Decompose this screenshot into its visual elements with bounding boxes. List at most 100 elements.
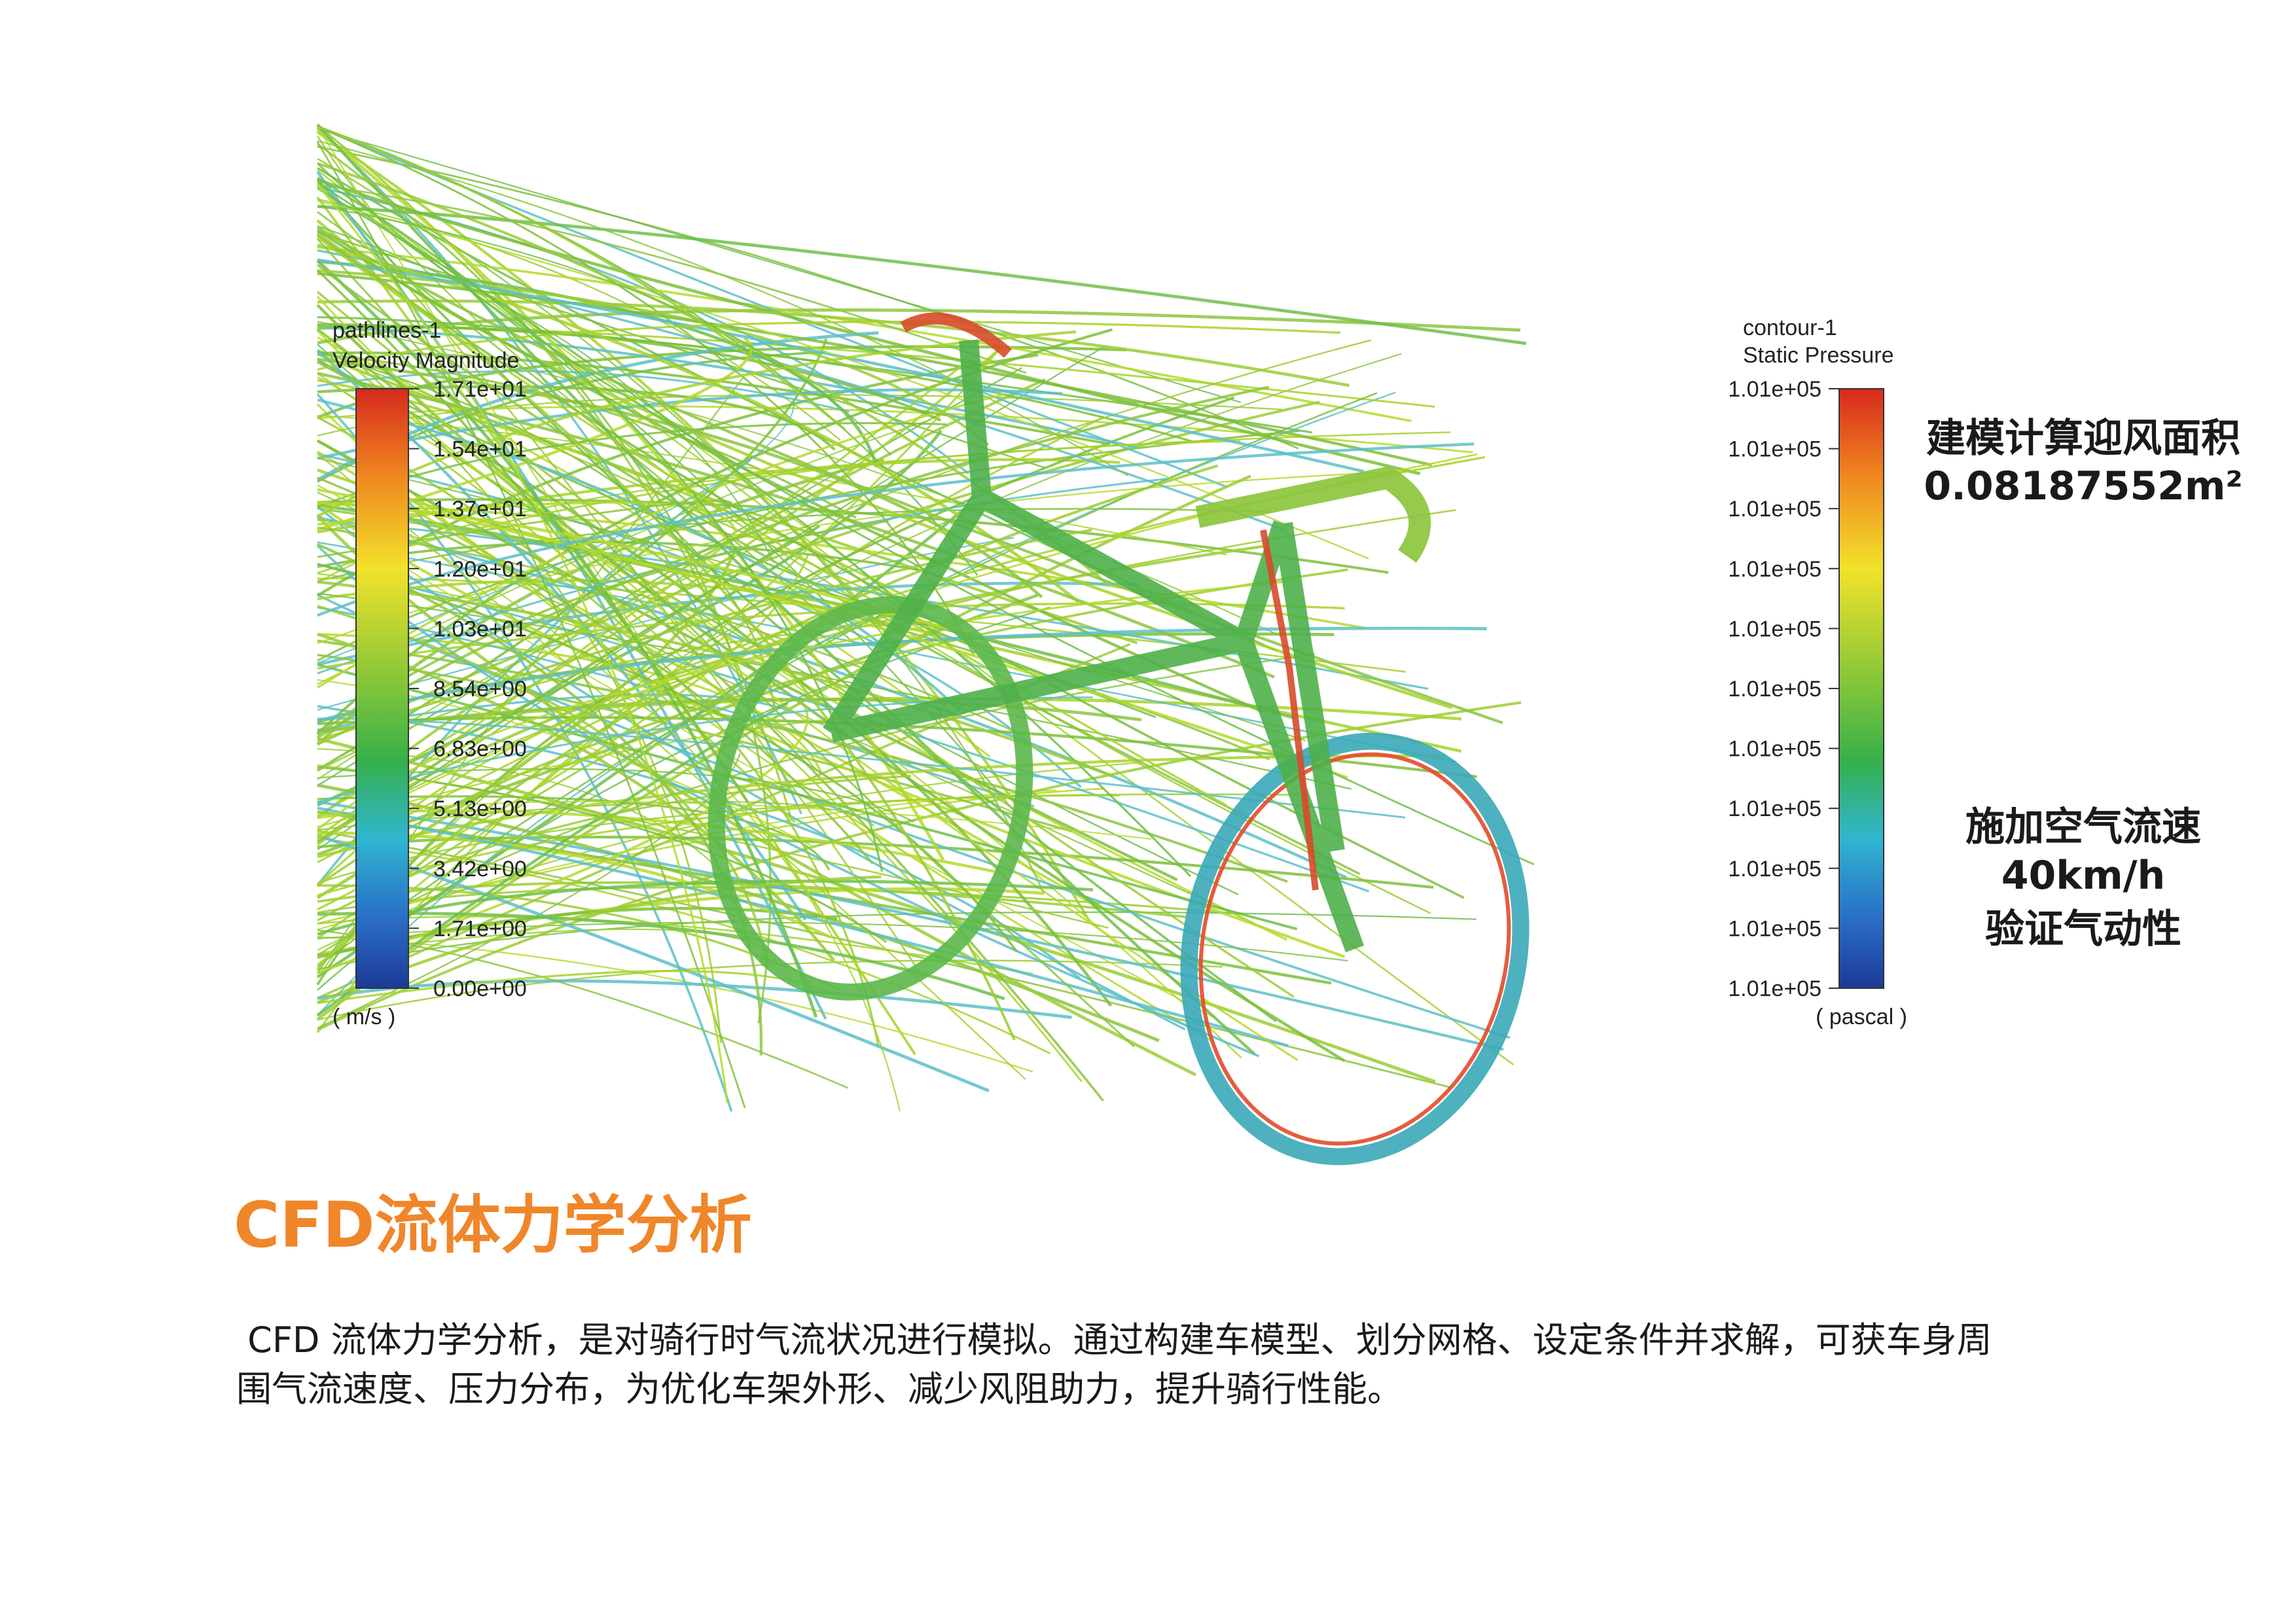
- annotation: 建模计算迎风面积: [1926, 416, 2240, 461]
- streamline: [317, 959, 1223, 1021]
- tick-label: 1.20e+01: [433, 557, 527, 582]
- legend-unit: ( pascal ): [1816, 1005, 1907, 1029]
- tick-label: 1.03e+01: [433, 616, 527, 641]
- streamline: [317, 484, 901, 1112]
- tick-label: 1.01e+05: [1728, 737, 1821, 762]
- streamline: [317, 806, 1289, 1048]
- streamline: [317, 339, 1372, 781]
- streamline: [317, 326, 1138, 449]
- tick-label: 6.83e+00: [433, 737, 527, 762]
- streamline: [317, 258, 1365, 473]
- streamline: [317, 887, 1045, 957]
- annotation: 验证气动性: [1985, 906, 2181, 952]
- streamline: [317, 393, 1004, 689]
- streamline: [317, 360, 969, 838]
- tick-label: 1.01e+05: [1728, 437, 1821, 462]
- streamline: [317, 145, 1299, 450]
- streamline: [316, 135, 1431, 914]
- paragraph-line: 围气流速度、压力分布，为优化车架外形、减少风阻助力，提升骑行性能。: [236, 1368, 1403, 1410]
- annotation: 0.08187552m²: [1924, 463, 2242, 509]
- legend-title: contour-1: [1743, 315, 1837, 340]
- bike-part: [1195, 465, 1431, 563]
- streamline: [317, 754, 1446, 859]
- tick-labels: 1.01e+05 1.01e+05 1.01e+05 1.01e+05 1.01e+05…: [1728, 377, 1839, 1001]
- streamline: [317, 236, 1227, 807]
- streamline: [317, 205, 891, 456]
- paragraph-line: CFD 流体力学分析，是对骑行时气流状况进行模拟。通过构建车模型、划分网格、设定…: [236, 1319, 1992, 1361]
- streamline: [317, 372, 1275, 679]
- streamline: [317, 488, 1348, 779]
- streamline: [317, 766, 888, 943]
- legend-title: pathlines-1: [332, 318, 441, 343]
- streamline: [317, 200, 1369, 560]
- streamline: [317, 320, 1341, 371]
- streamline: [317, 336, 991, 758]
- streamline: [317, 376, 1242, 1059]
- streamline: [317, 581, 1138, 666]
- streamline: [317, 324, 942, 422]
- tick-label: 1.01e+05: [1728, 796, 1821, 821]
- streamline: [317, 126, 869, 983]
- streamline: [316, 474, 1251, 1021]
- pressure-legend: contour-1 Static Pressure 1.01e+051.01e+…: [1728, 315, 1907, 1029]
- streamline: [317, 272, 1433, 467]
- streamline: [317, 663, 1298, 931]
- tick-label: 1.01e+05: [1728, 557, 1821, 582]
- streamline: [316, 234, 1465, 899]
- streamline: [316, 141, 746, 1109]
- velocity-legend: pathlines-1 Velocity Magnitude 1.71e+011…: [332, 318, 527, 1029]
- legend-subtitle: Static Pressure: [1743, 343, 1894, 368]
- streamline: [317, 442, 1475, 617]
- tick-label: 1.01e+05: [1728, 857, 1821, 882]
- streamline: [317, 125, 846, 431]
- streamline: [316, 183, 728, 1103]
- streamline: [317, 554, 810, 911]
- streamline: [317, 205, 1527, 346]
- legend-subtitle: Velocity Magnitude: [332, 348, 519, 373]
- streamline: [317, 592, 1352, 790]
- streamline: [316, 328, 1104, 1101]
- streamline: [317, 476, 874, 865]
- streamline: [317, 457, 1306, 741]
- bike-part: [1260, 529, 1319, 891]
- legend-unit: ( m/s ): [332, 1005, 395, 1029]
- streamline: [317, 184, 1027, 374]
- streamline: [317, 178, 1421, 476]
- tick-label: 1.01e+05: [1728, 616, 1821, 641]
- streamline: [317, 605, 768, 965]
- streamline: [316, 259, 818, 1018]
- streamline: [317, 352, 1138, 645]
- streamline: [317, 794, 1121, 897]
- tick-label: 1.01e+05: [1728, 976, 1821, 1001]
- tick-label: 3.42e+00: [433, 857, 527, 882]
- streamline: [316, 232, 1016, 1041]
- tick-label: 1.01e+05: [1728, 377, 1821, 402]
- streamline: [317, 392, 1378, 968]
- streamline: [317, 299, 1350, 387]
- streamline: [316, 123, 1256, 1056]
- streamline: [317, 528, 1092, 742]
- streamline: [317, 211, 857, 646]
- streamline: [317, 187, 1192, 878]
- streamline: [317, 429, 942, 807]
- tick-label: 1.71e+00: [433, 916, 527, 941]
- streamline: [317, 125, 976, 657]
- streamline: [316, 129, 945, 861]
- streamline: [317, 225, 775, 563]
- streamline: [317, 140, 1129, 476]
- tick-label: 1.01e+05: [1728, 497, 1821, 522]
- annotation: 施加空气流速: [1965, 804, 2201, 850]
- tick-label: 1.54e+01: [433, 437, 527, 462]
- annotation: 40km/h: [2001, 853, 2166, 899]
- tick-label: 1.01e+05: [1728, 677, 1821, 702]
- tick-labels: 1.71e+01 1.54e+01 1.37e+01 1.20e+01 1.03e+01…: [408, 377, 527, 1001]
- streamline: [317, 632, 836, 962]
- streamline: [317, 491, 1255, 924]
- tick-label: 1.01e+05: [1728, 916, 1821, 941]
- colorbar: [355, 388, 409, 989]
- streamline: [317, 516, 1348, 880]
- bike-part: [823, 339, 1365, 953]
- streamline: [317, 837, 1051, 1054]
- streamline: [317, 429, 1300, 662]
